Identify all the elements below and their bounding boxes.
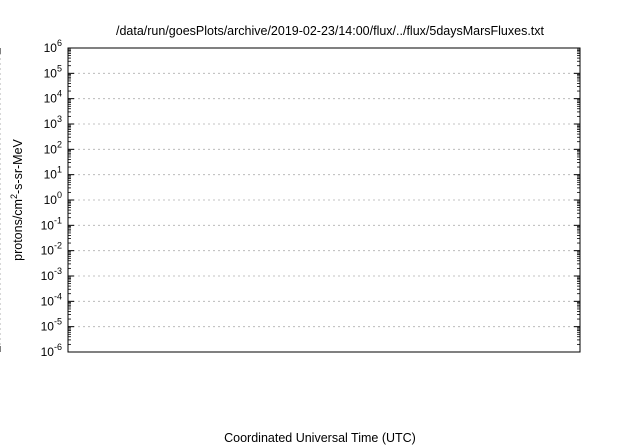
- grid-lines: [0, 48, 580, 352]
- y-tick-label: 100: [44, 190, 62, 207]
- y-axis-ticks: 10-6 10-5 10-4 10-3 10-2 10-1 100 101 102 103 104 1…: [41, 38, 580, 359]
- y-tick-label: 10-6: [41, 342, 62, 359]
- y-tick-label: 10-1: [41, 215, 62, 232]
- y-axis-label: protons/cm2-s-sr-MeV: [9, 138, 25, 260]
- y-tick-label: 10-4: [41, 291, 62, 308]
- y-tick-label: 10-2: [41, 241, 62, 258]
- y-tick-label: 102: [44, 139, 62, 156]
- y-tick-label: 10-5: [41, 317, 62, 334]
- y-tick-label: 10-3: [41, 266, 62, 283]
- y-tick-label: 101: [44, 165, 62, 182]
- y-tick-label: 105: [44, 63, 62, 80]
- x-axis-label: Coordinated Universal Time (UTC): [224, 431, 416, 445]
- chart-title: /data/run/goesPlots/archive/2019-02-23/1…: [116, 24, 545, 38]
- y-tick-label: 103: [44, 114, 62, 131]
- y-tick-label: 106: [44, 38, 62, 55]
- y-tick-label: 104: [44, 89, 62, 106]
